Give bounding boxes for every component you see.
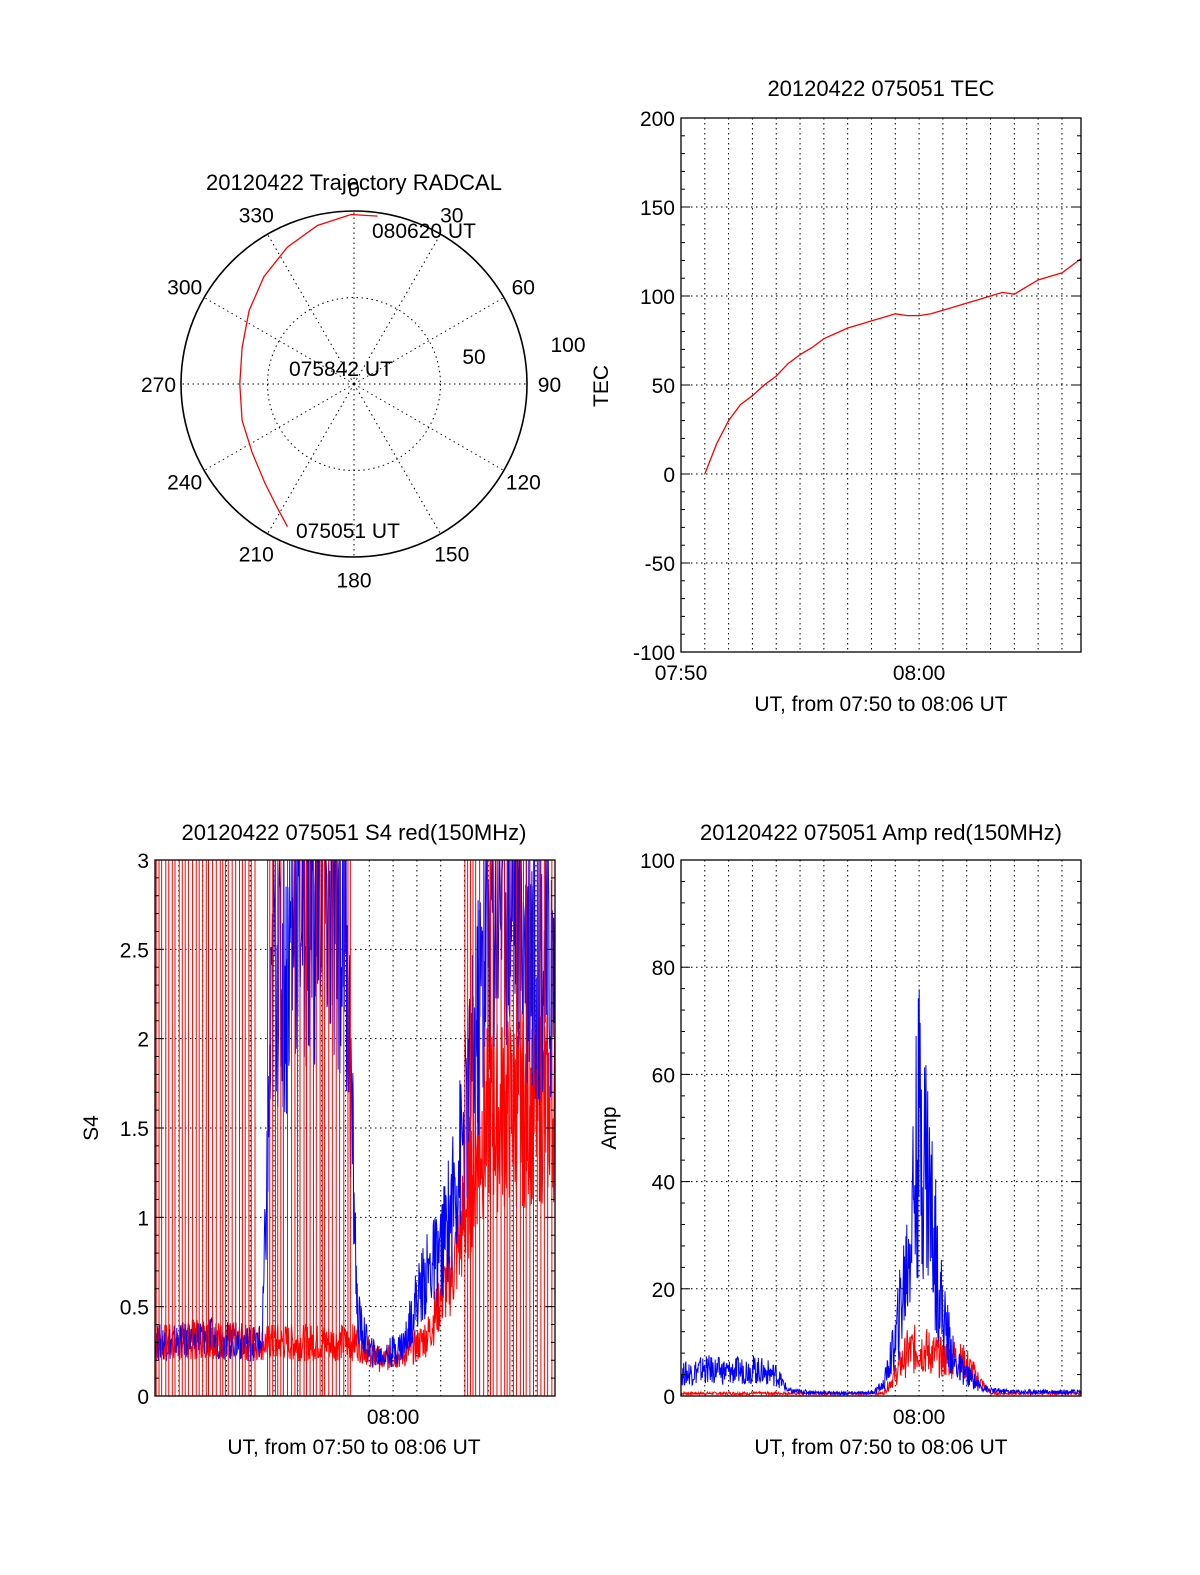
polar-angle-label: 30 [440,205,463,228]
y-tick-label: 0 [663,464,675,487]
trajectory-polar-panel: 20120422 Trajectory RADCAL 0 30 60 90 120 150… [141,170,586,592]
y-tick-label: 2 [137,1029,149,1052]
s4-ylabel: S4 [80,1115,103,1141]
y-tick-label: 100 [640,850,675,873]
polar-angle-label: 240 [167,472,202,495]
y-tick-label: 2.5 [120,939,149,962]
y-tick-label: 150 [640,197,675,220]
polar-angle-label: 150 [434,543,469,566]
y-tick-label: 40 [652,1172,675,1195]
polar-annotation-end: 080620 UT [372,220,476,243]
polar-spoke [353,297,505,385]
s4-xlabel: UT, from 07:50 to 08:06 UT [227,1436,480,1459]
y-tick-label: 200 [640,108,675,131]
y-tick-label: -100 [633,642,675,665]
y-tick-label: 1.5 [120,1118,149,1141]
tec-xlabel: UT, from 07:50 to 08:06 UT [754,693,1007,716]
tec-title: 20120422 075051 TEC [767,76,994,101]
polar-annotation-start: 075051 UT [296,520,400,543]
polar-angle-label: 180 [336,569,371,592]
y-tick-label: -50 [645,553,675,576]
amp-title: 20120422 075051 Amp red(150MHz) [700,820,1062,845]
trajectory-line [239,213,378,528]
polar-angle-label: 330 [239,205,274,228]
series-line [154,1006,556,1372]
plot-frame [154,859,556,1397]
plot-frame [680,859,1082,1397]
series-line [154,859,556,1368]
y-tick-label: 20 [652,1279,675,1302]
y-tick-label: 60 [652,1064,675,1087]
polar-annotation-mid: 075842 UT [289,358,393,381]
tec-panel: 20120422 075051 TEC UT, from 07:50 to 08… [590,76,1082,716]
polar-angle-label: 270 [141,374,176,397]
y-tick-label: 80 [652,957,675,980]
polar-angle-label: 300 [167,276,202,299]
y-tick-label: 3 [137,850,149,873]
x-tick-label: 08:00 [367,1406,420,1429]
polar-title: 20120422 Trajectory RADCAL [206,170,502,195]
tec-ylabel: TEC [590,365,613,407]
s4-panel: 20120422 075051 S4 red(150MHz) UT, from … [80,820,556,1459]
y-tick-label: 0 [137,1386,149,1409]
amp-panel: 20120422 075051 Amp red(150MHz) UT, from… [598,820,1082,1459]
y-tick-label: 1 [137,1207,149,1230]
polar-angle-label: 90 [538,374,561,397]
x-tick-label: 07:50 [655,662,708,685]
y-tick-label: 100 [640,286,675,309]
polar-ring-50 [267,297,441,471]
polar-angle-label: 210 [239,543,274,566]
polar-angle-label: 60 [512,276,535,299]
amp-ylabel: Amp [598,1106,621,1149]
polar-outer-ring [180,210,528,558]
s4-title: 20120422 075051 S4 red(150MHz) [182,820,527,845]
polar-spoke [353,233,441,385]
series-line [680,989,1082,1397]
x-tick-label: 08:00 [893,1406,946,1429]
polar-radial-label: 100 [550,334,585,357]
y-tick-label: 50 [652,375,675,398]
plot-frame [680,117,1082,653]
polar-radial-label: 50 [462,346,485,369]
amp-xlabel: UT, from 07:50 to 08:06 UT [754,1436,1007,1459]
polar-angle-label: 120 [506,472,541,495]
x-tick-label: 08:00 [893,662,946,685]
series-line [704,258,1082,475]
y-tick-label: 0.5 [120,1297,149,1320]
polar-spoke [267,233,355,385]
y-tick-label: 0 [663,1386,675,1409]
polar-spoke [203,297,355,385]
polar-angle-label: 0 [348,179,360,202]
